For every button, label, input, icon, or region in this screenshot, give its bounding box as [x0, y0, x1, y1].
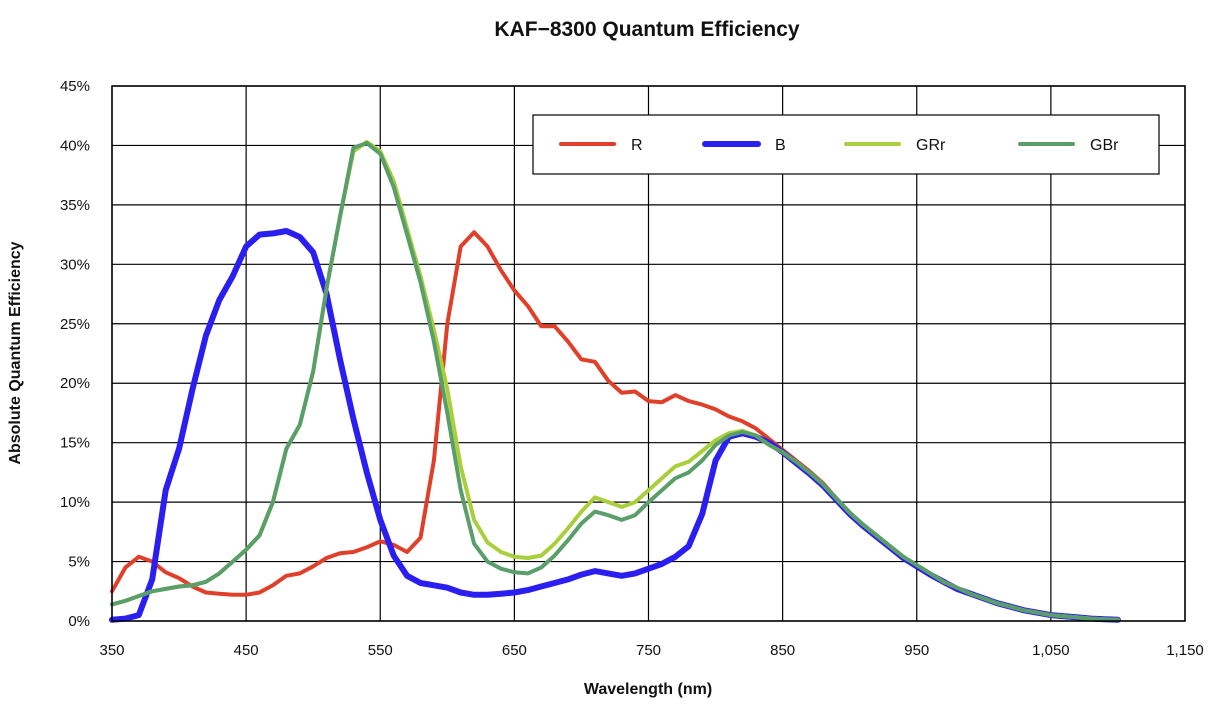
x-tick-label: 1,150: [1166, 642, 1204, 659]
legend-label-grr: GRr: [916, 137, 946, 154]
y-tick-label: 15%: [60, 435, 90, 452]
y-tick-label: 0%: [68, 613, 90, 630]
x-axis-label: Wavelength (nm): [584, 681, 712, 698]
x-tick-label: 350: [99, 642, 124, 659]
legend-label-b: B: [775, 137, 786, 154]
x-tick-label: 1,050: [1032, 642, 1070, 659]
x-tick-label: 950: [904, 642, 929, 659]
y-axis-ticks: 0% 5% 10% 15% 20% 25% 30% 35% 40% 45%: [60, 78, 90, 630]
series-lines: [109, 139, 1121, 623]
y-tick-label: 30%: [60, 256, 90, 273]
series-line-gbr: [110, 141, 1120, 622]
y-tick-label: 45%: [60, 78, 90, 95]
x-tick-label: 450: [234, 642, 259, 659]
x-tick-label: 750: [636, 642, 661, 659]
legend: R B GRr GBr: [532, 114, 1160, 175]
x-axis-ticks: 350 450 550 650 750 850 950 1,050 1,150: [99, 642, 1203, 659]
plot-frame: [111, 85, 1186, 622]
y-tick-label: 10%: [60, 494, 90, 511]
y-tick-label: 35%: [60, 197, 90, 214]
y-tick-label: 40%: [60, 137, 90, 154]
legend-label-r: R: [631, 137, 643, 154]
series-line-grr: [110, 139, 1120, 622]
y-tick-label: 25%: [60, 316, 90, 333]
x-tick-label: 850: [770, 642, 795, 659]
y-tick-label: 20%: [60, 375, 90, 392]
chart-title: KAF−8300 Quantum Efficiency: [494, 18, 800, 41]
legend-label-gbr: GBr: [1090, 137, 1119, 154]
y-tick-label: 5%: [68, 554, 90, 571]
x-tick-label: 550: [368, 642, 393, 659]
y-axis-label: Absolute Quantum Efficiency: [7, 241, 24, 464]
x-tick-label: 650: [502, 642, 527, 659]
